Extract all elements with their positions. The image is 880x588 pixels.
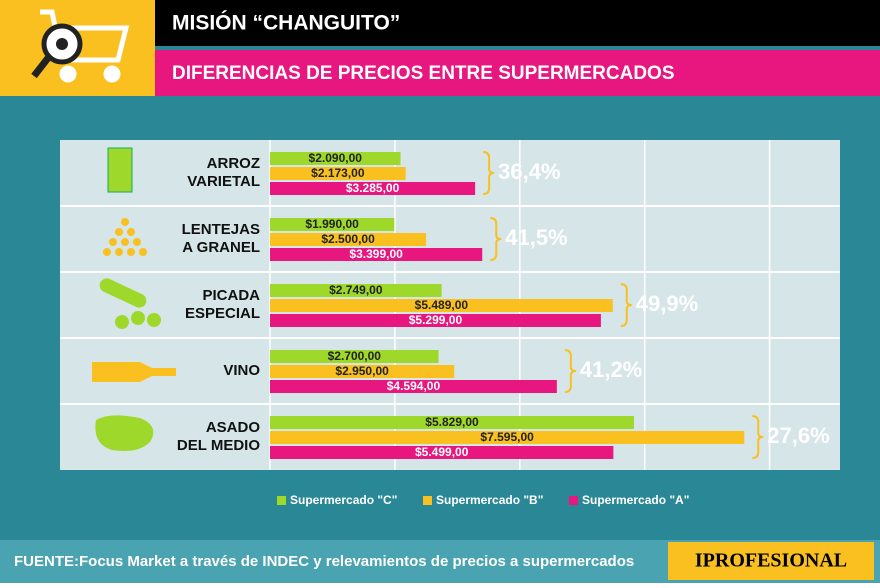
spread-label: 41,5% <box>505 225 567 250</box>
value-label: $2.500,00 <box>321 232 375 246</box>
bar <box>270 284 442 297</box>
bar <box>270 182 476 195</box>
category-label: LENTEJAS <box>182 221 260 238</box>
category-label: ARROZ <box>207 155 260 172</box>
value-label: $5.299,00 <box>409 313 463 327</box>
bar <box>270 218 395 231</box>
legend-label: Supermercado "B" <box>436 493 543 507</box>
bar <box>270 365 455 378</box>
bar <box>270 314 601 327</box>
meat-icon <box>95 415 154 451</box>
title-bar <box>155 0 880 46</box>
spread-label: 49,9% <box>636 291 698 316</box>
value-label: $2.950,00 <box>335 364 389 378</box>
category-label: ESPECIAL <box>185 305 260 322</box>
rice-icon <box>107 147 133 193</box>
category-label: DEL MEDIO <box>177 437 260 454</box>
value-label: $5.829,00 <box>425 415 479 429</box>
category-label: PICADA <box>202 287 260 304</box>
bar <box>270 380 557 393</box>
legend-label: Supermercado "C" <box>290 493 397 507</box>
category-label: VINO <box>223 362 260 379</box>
spread-label: 36,4% <box>498 159 560 184</box>
value-label: $2.173,00 <box>311 166 365 180</box>
logo-box <box>668 542 874 580</box>
value-label: $1.990,00 <box>305 217 359 231</box>
spread-label: 41,2% <box>580 357 642 382</box>
bar <box>270 233 427 246</box>
value-label: $4.594,00 <box>387 379 441 393</box>
value-label: $2.090,00 <box>309 151 363 165</box>
legend-swatch <box>569 496 578 505</box>
bar <box>270 248 483 261</box>
legend-label: Supermercado "A" <box>582 493 689 507</box>
lentils-icon <box>103 218 147 256</box>
bar <box>270 152 401 165</box>
bar <box>270 167 406 180</box>
source: FUENTE:Focus Market a través de INDEC y … <box>14 553 634 570</box>
legend-swatch <box>423 496 432 505</box>
value-label: $3.399,00 <box>349 247 403 261</box>
chart-title: MISIÓN “CHANGUITO” <box>172 11 400 35</box>
value-label: $2.749,00 <box>329 283 383 297</box>
legend-swatch <box>277 496 286 505</box>
wine-icon <box>92 362 176 382</box>
chart-subtitle: DIFERENCIAS DE PRECIOS ENTRE SUPERMERCAD… <box>172 63 675 84</box>
bar <box>270 431 745 444</box>
category-label: A GRANEL <box>182 239 260 256</box>
category-label: VARIETAL <box>187 173 260 190</box>
bar <box>270 416 634 429</box>
value-label: $3.285,00 <box>346 181 400 195</box>
bar <box>270 299 613 312</box>
icons <box>92 147 176 451</box>
spread-bracket <box>483 151 495 195</box>
cart-icon <box>31 9 130 83</box>
value-label: $7.595,00 <box>480 430 534 444</box>
picada-icon <box>99 278 161 329</box>
value-label: $2.700,00 <box>328 349 382 363</box>
bar <box>270 446 614 459</box>
spread-label: 27,6% <box>767 423 829 448</box>
subtitle-bar <box>155 50 880 96</box>
value-label: $5.489,00 <box>415 298 469 312</box>
bar <box>270 350 439 363</box>
category-label: ASADO <box>206 419 261 436</box>
value-label: $5.499,00 <box>415 445 469 459</box>
logo: IPROFESIONAL <box>695 550 847 572</box>
